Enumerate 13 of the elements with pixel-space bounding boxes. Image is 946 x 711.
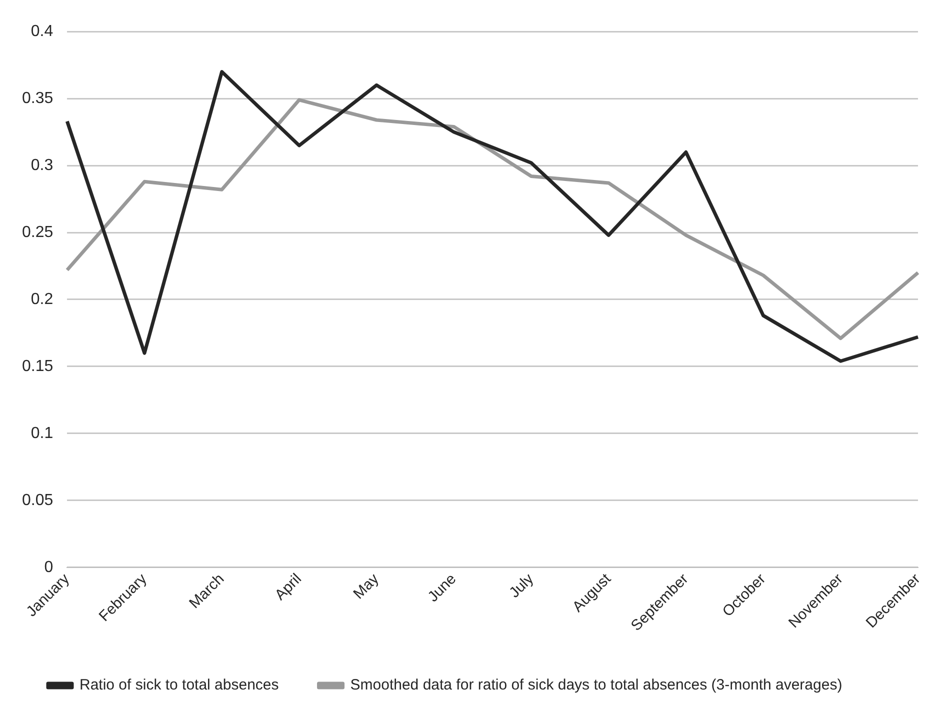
y-tick-label: 0.1 — [30, 424, 54, 442]
legend-label: Ratio of sick to total absences — [80, 676, 279, 694]
y-tick-label: 0.4 — [30, 23, 54, 40]
y-tick-label: 0.2 — [30, 290, 54, 308]
y-tick-label: 0.3 — [30, 156, 54, 174]
y-tick-label: 0.35 — [22, 90, 54, 107]
x-tick-label: July — [506, 570, 538, 602]
y-tick-label: 0.15 — [22, 358, 54, 375]
y-tick-label: 0.05 — [22, 492, 54, 509]
legend-label: Smoothed data for ratio of sick days to total absences (3-month averages) — [350, 676, 842, 694]
x-tick-label: May — [350, 570, 383, 603]
y-tick-label: 0 — [44, 558, 54, 576]
y-tick-label: 0.25 — [22, 224, 54, 241]
